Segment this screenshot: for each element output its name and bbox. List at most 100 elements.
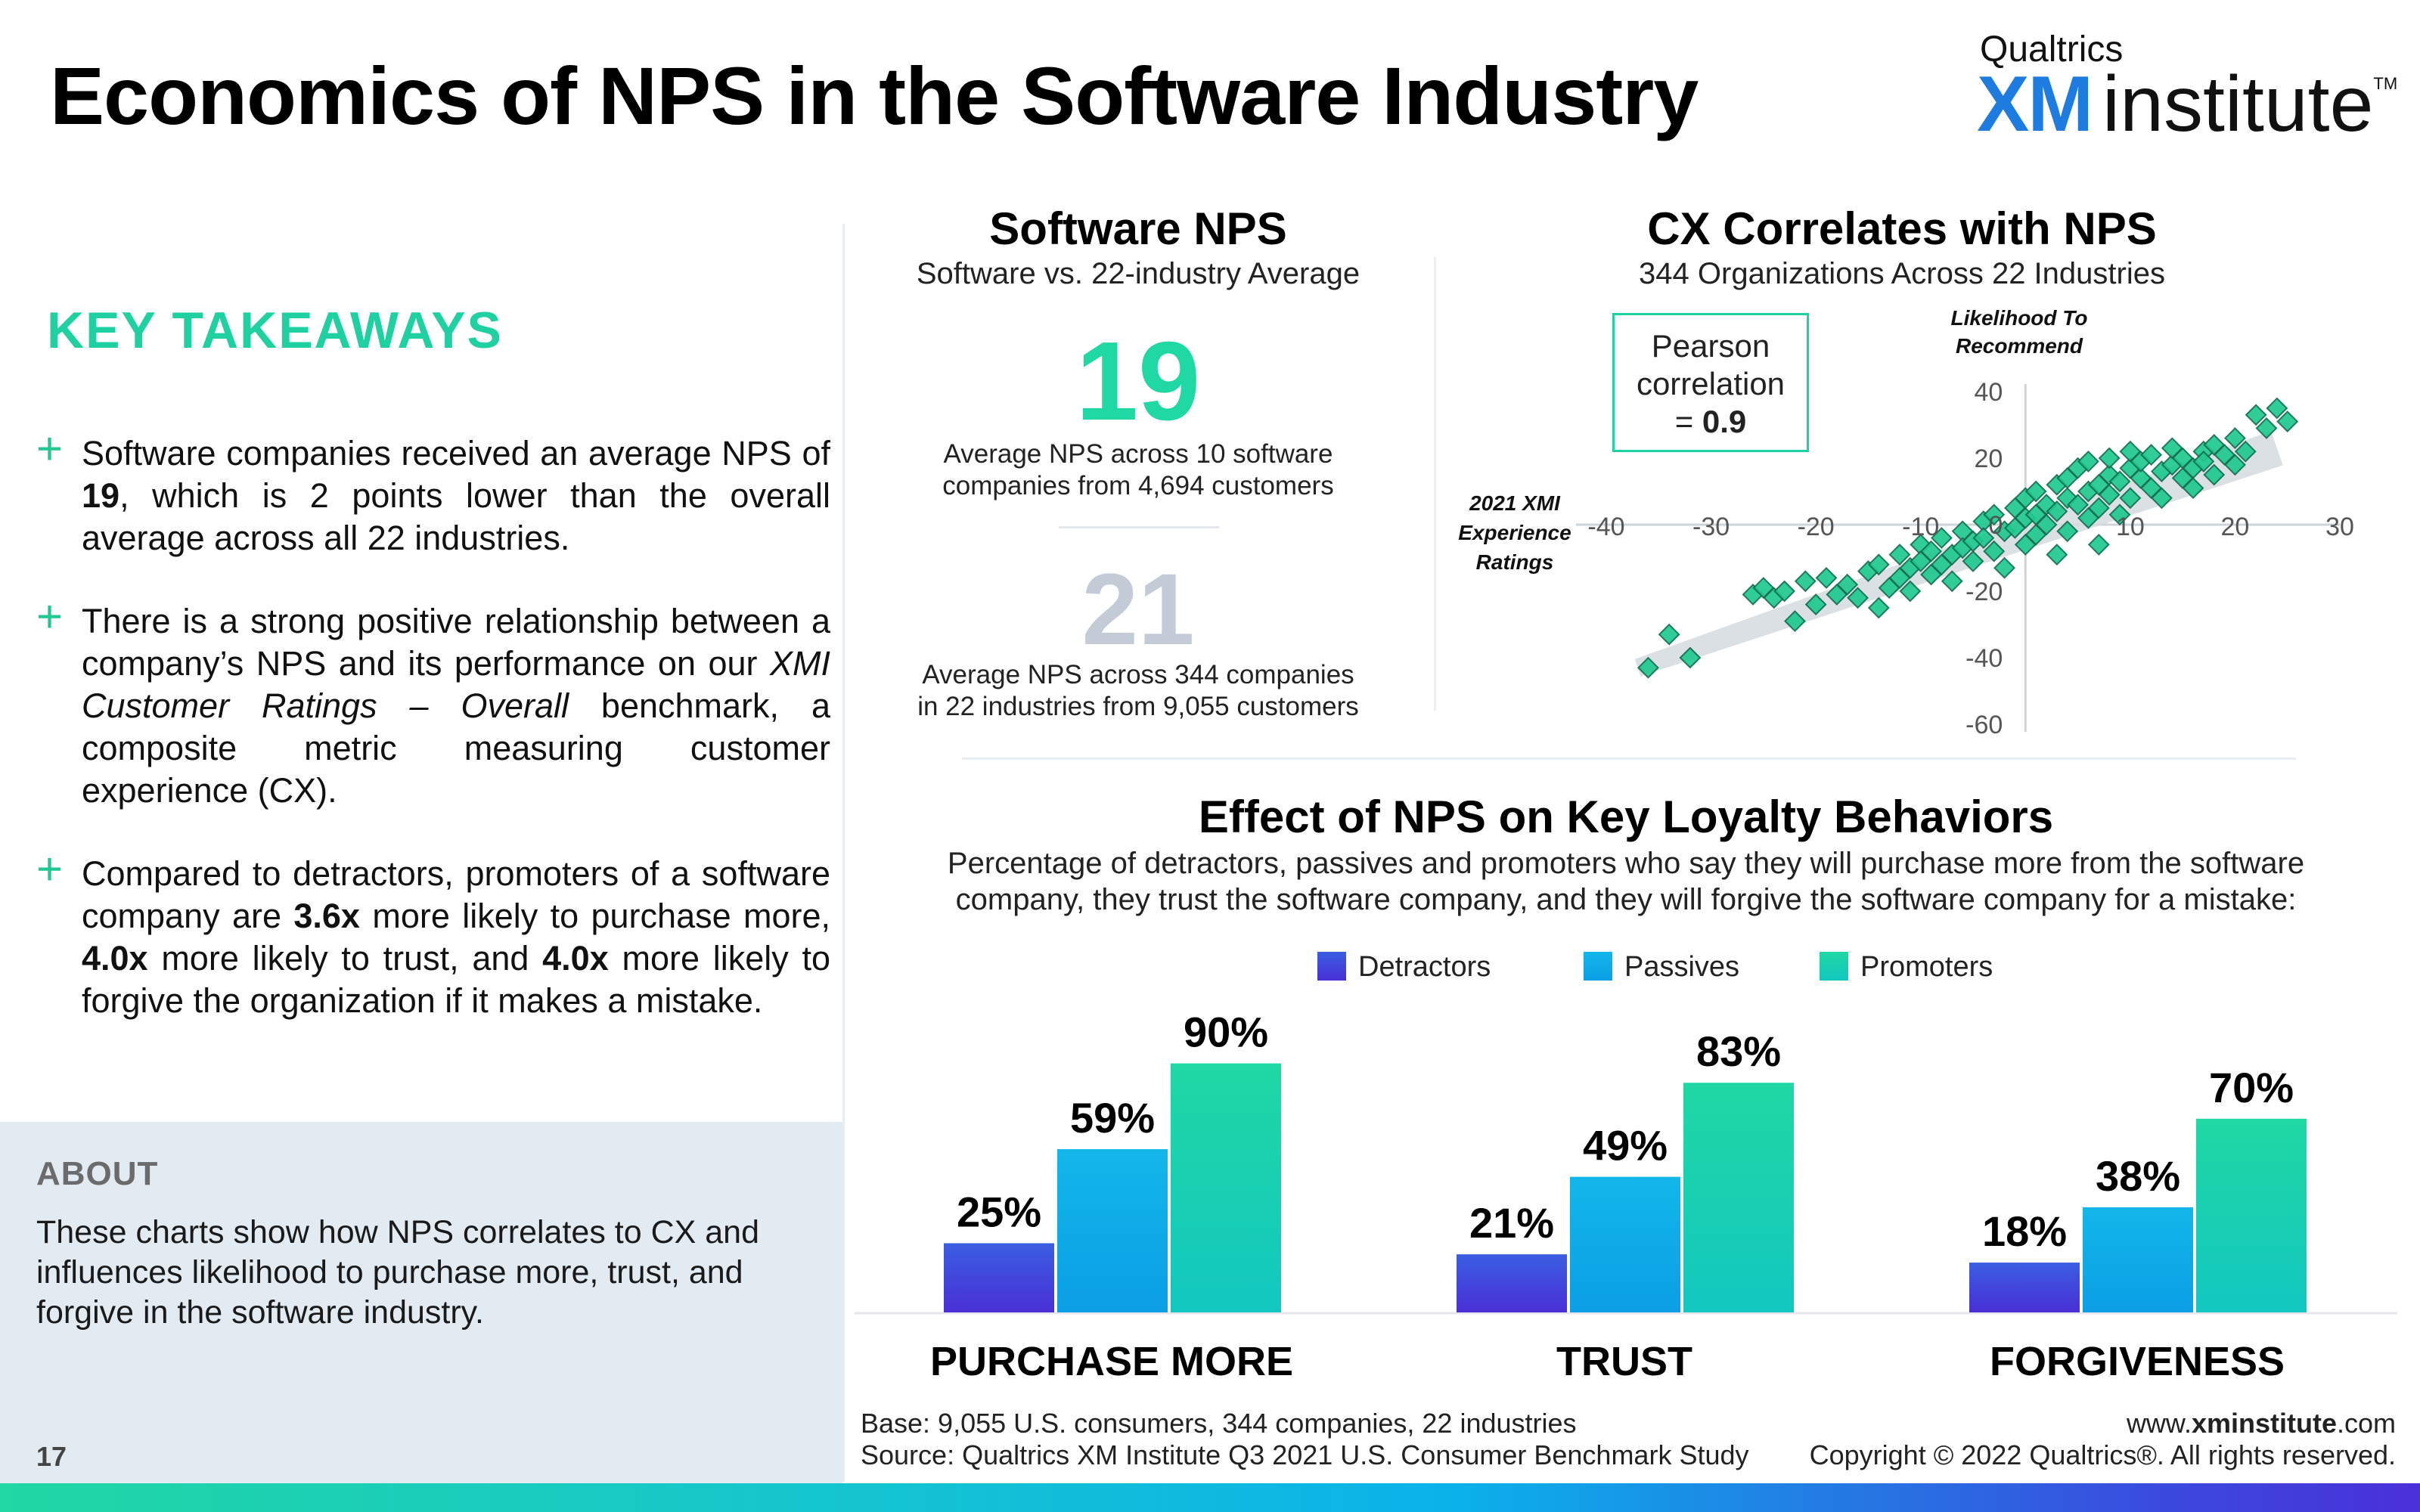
- plus-icon: +: [36, 423, 64, 474]
- scatter-point: [2224, 427, 2246, 450]
- scatter-point: [1784, 610, 1806, 633]
- x-tick-label: 10: [2116, 513, 2145, 541]
- scatter-point: [2140, 444, 2162, 466]
- category-label-purchase-more: PURCHASE MORE: [929, 1339, 1294, 1384]
- scatter-point: [2098, 483, 2121, 506]
- scatter-point: [2266, 397, 2288, 420]
- y-axis-label-line: Recommend: [1955, 334, 2083, 358]
- software-nps-value: 19: [1075, 319, 1201, 444]
- scatter-point: [2203, 463, 2226, 486]
- bar-value-label: 70%: [2209, 1064, 2294, 1111]
- bar-passives: [2083, 1207, 2193, 1312]
- page-number: 17: [36, 1441, 67, 1472]
- scatter-point: [1920, 540, 1942, 562]
- software-nps-desc-line: Average NPS across 10 software: [943, 439, 1333, 469]
- scatter-point: [1773, 580, 1795, 603]
- y-tick-label: 20: [1974, 445, 2003, 473]
- scatter-point: [2151, 487, 2173, 510]
- legend-swatch: [1820, 952, 1848, 981]
- scatter-point: [1679, 646, 1702, 669]
- legend-label: Passives: [1624, 951, 1740, 983]
- scatter-point: [1836, 573, 1859, 596]
- pearson-line: = 0.9: [1615, 403, 1807, 441]
- scatter-point: [2024, 480, 2047, 503]
- legend-swatch: [1584, 952, 1612, 981]
- footer-base: Base: 9,055 U.S. consumers, 344 companie…: [861, 1408, 1577, 1439]
- scatter-point: [1867, 553, 1890, 576]
- bar-promoters: [1171, 1063, 1281, 1312]
- scatter-point: [2224, 454, 2246, 476]
- scatter-point: [2035, 513, 2058, 536]
- bar-passives: [1057, 1149, 1168, 1312]
- key-takeaways-heading: KEY TAKEAWAYS: [47, 302, 503, 359]
- scatter-point: [2276, 411, 2299, 433]
- scatter-point: [1983, 503, 2006, 526]
- scatter-point: [1941, 570, 1963, 593]
- scatter-point: [1658, 623, 1680, 646]
- legend-detractors: Detractors: [1317, 951, 1491, 984]
- x-tick-label: 30: [2325, 513, 2354, 541]
- y-tick-label: -60: [1965, 711, 2003, 739]
- xm-institute-logo: XM instituteTM: [1977, 65, 2397, 144]
- bar-promoters: [1683, 1083, 1794, 1312]
- loyalty-title: Effect of NPS on Key Loyalty Behaviors: [1198, 792, 2054, 842]
- y-axis-label-line: Likelihood To: [1950, 306, 2088, 330]
- scatter-point: [2108, 503, 2131, 526]
- scatter-point: [2108, 470, 2131, 493]
- bar-value-label: 21%: [1469, 1199, 1554, 1247]
- bottom-gradient-bar: [0, 1483, 2420, 1512]
- panel-divider: [1434, 257, 1436, 711]
- nps-divider: [1059, 526, 1219, 528]
- x-tick-label: -40: [1587, 513, 1624, 541]
- legend-passives: Passives: [1584, 951, 1739, 984]
- legend-label: Detractors: [1358, 951, 1491, 983]
- scatter-point: [1804, 593, 1827, 616]
- scatter-point: [1637, 656, 1659, 679]
- x-axis-label-line: Experience: [1458, 521, 1571, 544]
- footer-url-suffix: .com: [2336, 1408, 2396, 1439]
- qualtrics-logo-text: Qualtrics: [1980, 29, 2124, 70]
- scatter-chart: -40 -30 -20 -10 10 20 30 40 20 0 -20 -40 -60: [1576, 378, 2354, 739]
- industry-nps-desc-line: Average NPS across 344 companies: [922, 660, 1354, 689]
- scatter-point: [2245, 404, 2267, 426]
- pearson-eq: =: [1674, 404, 1702, 439]
- x-axis-label-line: Ratings: [1475, 550, 1554, 574]
- legend-swatch: [1317, 952, 1346, 981]
- scatter-point: [1794, 570, 1817, 593]
- bar-value-label: 90%: [1184, 1009, 1268, 1056]
- pearson-line: correlation: [1636, 366, 1786, 401]
- pearson-box: Pearson correlation = 0.9: [1612, 313, 1809, 452]
- cx-corr-subtitle: 344 Organizations Across 22 Industries: [1639, 257, 2165, 290]
- x-axis-label-line: 2021 XMI: [1469, 491, 1560, 515]
- scatter-point: [1867, 596, 1890, 619]
- software-nps-title: Software NPS: [989, 203, 1287, 254]
- pearson-line: Pearson: [1651, 328, 1770, 364]
- scatter-point: [1931, 527, 1953, 550]
- cx-corr-title: CX Correlates with NPS: [1647, 203, 2157, 254]
- x-tick-label: -30: [1692, 513, 1730, 541]
- plus-icon: +: [36, 591, 64, 642]
- software-nps-desc-line: companies from 4,694 customers: [942, 471, 1334, 500]
- industry-nps-value: 21: [1081, 553, 1195, 666]
- footer-notes: Base: 9,055 U.S. consumers, 344 companie…: [861, 1408, 1749, 1471]
- scatter-point: [1815, 566, 1838, 589]
- scatter-point: [2087, 533, 2110, 556]
- bar-value-label: 38%: [2096, 1152, 2180, 1200]
- page-title: Economics of NPS in the Software Industr…: [50, 50, 1699, 141]
- scatter-point: [1993, 556, 2015, 579]
- takeaway-text: Software companies received an average N…: [82, 434, 830, 557]
- bar-value-label: 25%: [957, 1188, 1041, 1236]
- x-tick-label: -10: [1902, 513, 1939, 541]
- logo-tm: TM: [2373, 74, 2398, 93]
- y-axis-label: Likelihood To Recommend: [1928, 304, 2110, 360]
- scatter-point: [1899, 580, 1922, 603]
- y-tick-label: 0: [1988, 511, 2003, 540]
- legend-label: Promoters: [1860, 951, 1993, 983]
- scatter-point: [1962, 550, 1984, 572]
- footer-url[interactable]: www.xminstitute.com: [1739, 1408, 2396, 1439]
- about-panel: [0, 1122, 842, 1485]
- bar-value-label: 18%: [1982, 1207, 2067, 1255]
- section-divider: [962, 758, 2296, 760]
- category-label-forgiveness: FORGIVENESS: [1989, 1339, 2285, 1384]
- scatter-point: [2234, 440, 2257, 463]
